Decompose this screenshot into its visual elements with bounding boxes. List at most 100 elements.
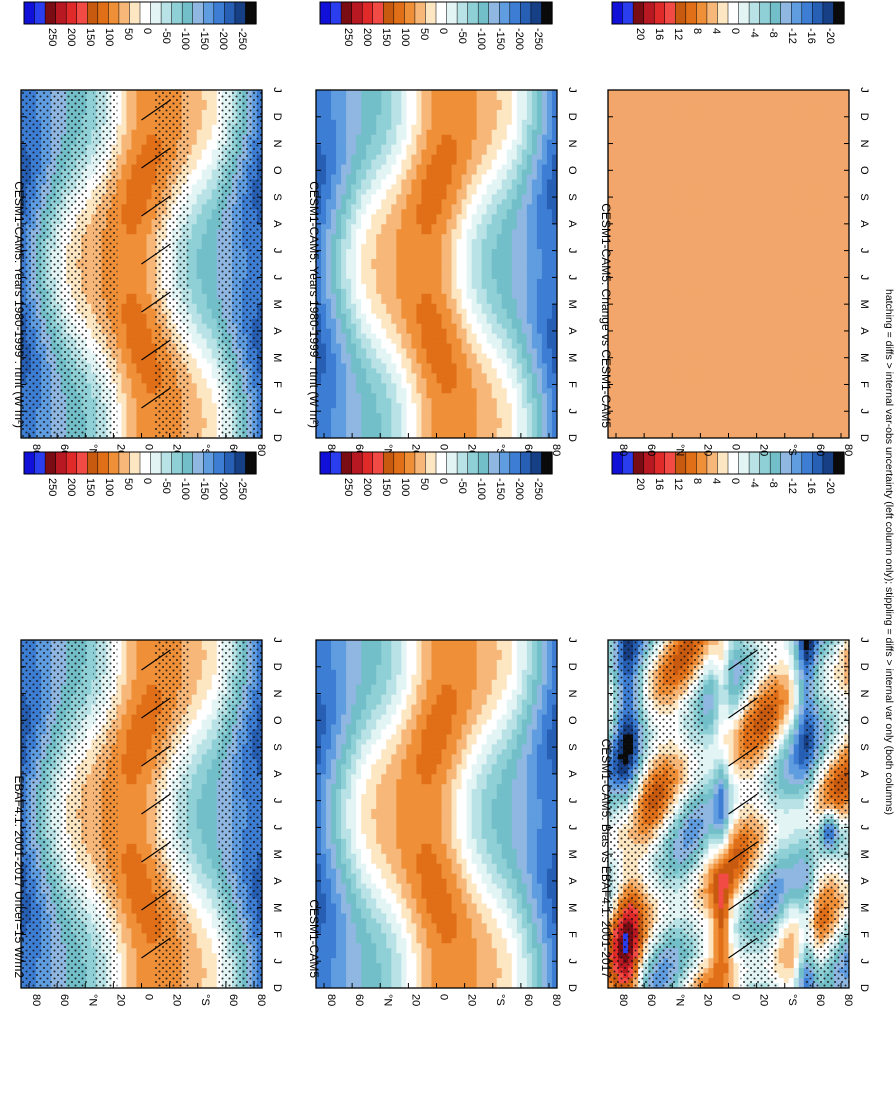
cell [356,179,362,186]
cell [411,288,418,295]
cell [141,273,148,280]
cell [331,383,337,389]
cell [401,224,407,230]
cell [146,428,153,434]
cell [381,288,387,295]
cell [116,333,123,340]
cell [346,318,352,325]
cell [366,353,372,360]
cell [326,398,332,404]
cell [406,90,412,96]
cell [141,378,148,384]
cell [406,328,412,335]
cell [406,184,412,191]
cell [321,264,327,270]
cell [381,273,387,280]
cell [136,254,143,260]
cell [416,129,423,136]
cell [396,318,402,325]
cell [326,343,332,350]
cell [196,398,203,404]
cell [356,204,362,210]
cell [386,199,392,205]
cell [126,164,133,171]
cell [341,328,347,335]
cell [341,99,347,106]
cell [376,209,382,215]
cell [361,358,367,365]
cell [86,134,92,141]
cell [406,413,412,419]
cell [316,249,322,255]
cell [331,104,337,111]
cell [121,373,128,379]
cell [391,433,397,438]
cell [331,273,337,280]
cell [391,209,397,215]
cell [416,408,423,414]
cell [411,184,418,191]
cell [351,119,357,126]
cell [361,308,367,315]
cell [316,219,322,225]
cell [381,278,387,285]
cell [386,264,392,270]
cell [416,298,423,305]
cell [346,99,352,106]
cell [86,209,92,215]
cell [351,373,357,379]
cell [416,239,423,245]
cell [356,353,362,360]
cell [376,174,382,181]
cell [356,164,362,171]
cell [371,239,377,245]
cell [126,363,133,369]
cell [121,368,128,374]
cell [391,224,397,230]
cell [416,179,423,186]
cell [421,239,428,245]
cell [376,358,382,365]
cell [191,433,198,438]
cell [396,348,402,355]
cell [336,149,342,156]
cell [211,249,218,255]
cell [191,378,198,384]
cell [366,164,372,171]
cell [146,254,153,260]
cell [331,398,337,404]
cell [361,403,367,409]
cell [136,318,143,325]
cell [391,149,397,156]
cell [381,90,387,96]
cell [411,194,418,200]
cell [211,308,218,315]
cell [416,154,423,161]
cell [416,254,423,260]
cell [421,244,428,250]
cell [126,383,133,389]
cell [361,373,367,379]
cell [341,164,347,171]
cell [406,278,412,285]
cell [316,90,322,96]
cell [371,144,377,151]
cell [361,144,367,151]
cell [126,239,133,245]
cell [396,373,402,379]
cell [206,343,213,350]
cell [131,428,138,434]
cell [351,219,357,225]
cell [191,268,198,275]
cell [131,254,138,260]
cell [421,308,428,315]
cell [381,428,387,434]
cell [351,403,357,409]
cell [86,199,92,205]
cell [381,378,387,384]
cell [121,159,128,166]
cell [401,159,407,166]
cell [361,418,367,424]
cell [191,234,198,240]
cell [201,388,208,394]
